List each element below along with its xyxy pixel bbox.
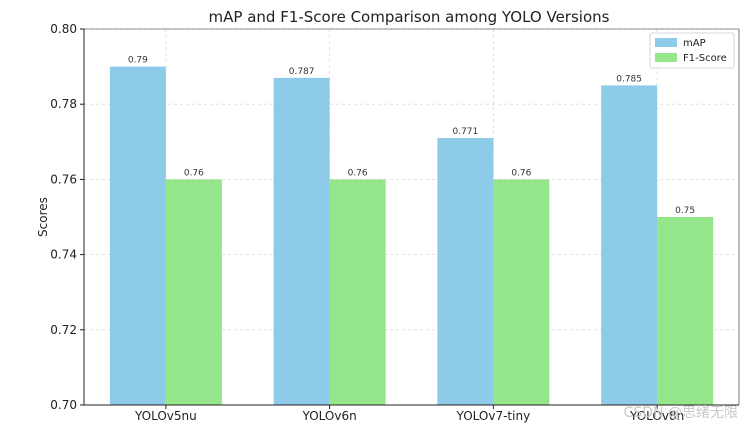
bar-map-yolov7-tiny <box>437 138 494 406</box>
bar-value-label: 0.76 <box>348 168 368 178</box>
bar-map-yolov5nu <box>109 66 166 405</box>
legend-swatch <box>655 38 677 47</box>
y-tick-label: 0.74 <box>50 248 77 262</box>
value-labels-group: 0.79 0.787 0.771 0.785 0.76 0.76 0.76 0.75 <box>128 56 695 216</box>
y-tick-label: 0.70 <box>50 398 77 412</box>
chart-title: mAP and F1-Score Comparison among YOLO V… <box>209 8 610 26</box>
y-tick-label: 0.80 <box>50 22 77 36</box>
y-axis-label: Scores <box>36 197 50 237</box>
x-tick-labels: YOLOv5nu YOLOv6n YOLOv7-tiny YOLOv8n <box>134 405 684 423</box>
y-tick-label: 0.76 <box>50 172 77 186</box>
bar-value-label: 0.79 <box>128 56 148 66</box>
legend-label: F1-Score <box>683 53 727 64</box>
bars-group <box>109 66 714 406</box>
x-tick-label: YOLOv7-tiny <box>456 409 531 423</box>
watermark: CSDN @思绪无限 <box>624 405 738 421</box>
x-tick-label: YOLOv8n <box>629 409 684 423</box>
bar-f1-score-yolov6n <box>329 179 386 405</box>
bar-f1-score-yolov7-tiny <box>493 179 550 405</box>
bar-value-label: 0.76 <box>511 168 531 178</box>
bar-value-label: 0.785 <box>616 74 642 84</box>
axes-group <box>83 28 740 406</box>
x-tick-label: YOLOv5nu <box>134 409 197 423</box>
bar-map-yolov8n <box>601 85 658 406</box>
bar-map-yolov6n <box>273 77 330 405</box>
bar-value-label: 0.787 <box>289 67 315 77</box>
y-tick-label: 0.72 <box>50 323 77 337</box>
y-tick-label: 0.78 <box>50 97 77 111</box>
bar-f1-score-yolov5nu <box>165 179 222 405</box>
legend: mAP F1-Score <box>649 32 735 69</box>
legend-swatch <box>655 53 677 62</box>
bar-value-label: 0.771 <box>452 127 478 137</box>
y-tick-labels: 0.70 0.72 0.74 0.76 0.78 0.80 <box>50 22 84 412</box>
bar-f1-score-yolov8n <box>657 217 714 405</box>
x-tick-label: YOLOv6n <box>302 409 357 423</box>
legend-label: mAP <box>683 38 706 49</box>
bar-value-label: 0.76 <box>184 168 204 178</box>
bar-value-label: 0.75 <box>675 206 695 216</box>
